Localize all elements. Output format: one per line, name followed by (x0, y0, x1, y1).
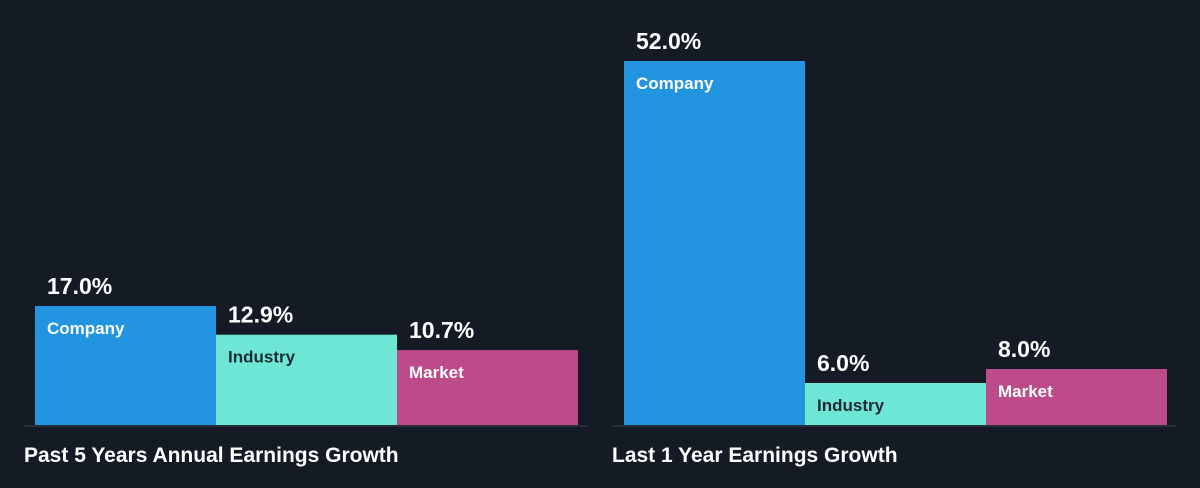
chart-title-last-1-year: Last 1 Year Earnings Growth (612, 444, 898, 467)
category-label-industry-chart-1: Industry (817, 396, 885, 415)
chart-title-past-5-years: Past 5 Years Annual Earnings Growth (24, 444, 399, 467)
category-label-market-chart-1: Market (998, 382, 1053, 401)
bar-market-chart-0 (397, 350, 578, 425)
value-label-industry-chart-0: 12.9% (228, 302, 293, 328)
category-label-company-chart-0: Company (47, 319, 125, 338)
category-label-company-chart-1: Company (636, 74, 714, 93)
category-label-industry-chart-0: Industry (228, 348, 296, 367)
value-label-industry-chart-1: 6.0% (817, 350, 869, 376)
value-label-market-chart-0: 10.7% (409, 317, 474, 343)
value-label-company-chart-0: 17.0% (47, 273, 112, 299)
value-label-market-chart-1: 8.0% (998, 336, 1050, 362)
bar-market-chart-1 (986, 369, 1167, 425)
category-label-market-chart-0: Market (409, 363, 464, 382)
bar-company-chart-1 (624, 61, 805, 425)
bar-company-chart-0 (35, 306, 216, 425)
value-label-company-chart-1: 52.0% (636, 28, 701, 54)
bar-industry-chart-0 (216, 334, 397, 425)
bar-industry-chart-1 (805, 383, 986, 425)
